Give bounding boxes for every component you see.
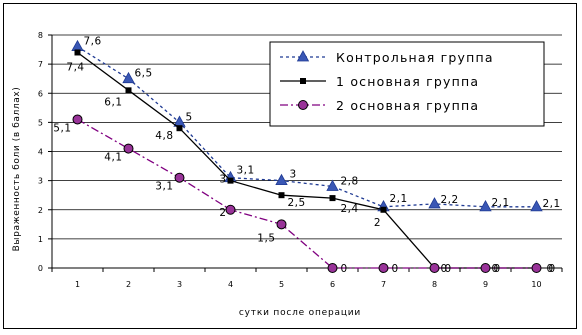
y-tick-label: 8 [38,31,43,40]
y-axis-label: Выраженность боли (в баллах) [12,87,22,252]
x-tick-label: 6 [330,280,335,289]
data-label: 1,5 [257,232,275,244]
point-marker [74,49,81,56]
y-tick-label: 4 [38,148,43,157]
point-marker [480,263,491,273]
x-tick-label: 5 [279,280,284,289]
point-marker [429,263,440,273]
legend-box [269,41,545,127]
x-tick-label: 8 [432,280,437,289]
point-marker [329,195,336,202]
x-tick-label: 10 [531,280,541,289]
data-label: 3,1 [237,165,255,177]
series-line [77,118,537,269]
point-marker [276,219,287,230]
data-label: 0 [441,263,448,275]
point-marker [71,39,84,52]
x-axis-label: сутки после операции [239,308,361,318]
data-label: 0 [492,263,499,275]
point-marker [125,87,132,94]
x-tick-label: 7 [381,280,386,289]
point-marker [378,263,389,273]
data-label: 6,5 [135,68,153,80]
point-marker [227,177,234,184]
y-tick-label: 7 [38,60,43,69]
x-tick-label: 1 [75,280,80,289]
data-label: 5,1 [53,122,71,134]
y-tick-label: 6 [38,89,43,98]
point-marker [278,192,285,199]
data-label: 0 [549,263,556,275]
data-label: 3 [219,174,226,186]
data-label: 2,2 [441,194,459,206]
x-tick-label: 9 [483,280,488,289]
data-label: 2,5 [288,197,306,209]
series-group [71,39,543,273]
point-marker [326,179,339,191]
point-marker [300,78,306,84]
data-label: 7,6 [84,36,102,48]
point-marker [174,172,185,183]
y-tick-label: 1 [38,235,43,244]
legend-label: 2 основная группа [336,98,479,113]
data-label: 2,1 [492,197,510,209]
data-label: 2 [374,217,381,229]
data-label: 4,8 [155,130,173,142]
point-marker [479,200,492,212]
y-tick-label: 0 [38,264,43,273]
data-label: 6,1 [104,96,122,108]
point-marker [176,125,183,132]
x-tick-label: 4 [228,280,233,289]
legend-label: Контрольная группа [336,50,494,65]
data-label: 4,1 [104,152,122,164]
data-label: 0 [494,263,501,275]
data-label: 2,1 [543,198,561,210]
data-label: 2,8 [341,175,359,187]
point-marker [530,200,543,212]
x-tick-label: 2 [126,280,131,289]
point-marker [225,204,236,215]
data-label: 3,1 [155,181,173,193]
y-tick-label: 5 [38,118,43,127]
point-marker [327,263,338,273]
x-tick-label: 3 [177,280,182,289]
y-tick-label: 3 [38,177,43,186]
data-label: 3 [290,169,297,181]
point-marker [122,71,135,84]
line-chart: 0 1 2 3 4 5 6 7 8 1 2 3 4 5 6 7 8 9 10 7,6 6,5 5 3,1 3 2,8 2,1 2… [12,31,563,318]
x-tick-labels: 1 2 3 4 5 6 7 8 9 10 [75,280,542,289]
data-label: 2 [219,207,226,219]
point-marker [123,143,134,154]
data-label: 0 [445,263,452,275]
data-label: 0 [547,263,554,275]
point-marker [275,173,288,186]
data-label: 5 [186,111,193,123]
point-marker [72,114,83,125]
data-label: 0 [392,263,399,275]
point-marker [428,197,441,209]
point-marker [531,263,542,273]
y-tick-label: 2 [38,206,43,215]
data-label: 0 [341,263,348,275]
y-tick-labels: 0 1 2 3 4 5 6 7 8 [38,31,43,273]
point-marker [298,100,308,110]
legend: Контрольная группа 1 основная группа 2 осн… [269,41,545,127]
data-label: 2,1 [390,193,408,205]
data-label: 2,4 [341,203,359,215]
point-marker [296,50,310,62]
chart-frame: 0 1 2 3 4 5 6 7 8 1 2 3 4 5 6 7 8 9 10 7,6 6,5 5 3,1 3 2,8 2,1 2… [3,3,577,329]
data-label: 7,4 [66,61,84,73]
series-line [77,51,537,269]
legend-label: 1 основная группа [336,74,479,89]
data-labels: 7,6 6,5 5 3,1 3 2,8 2,1 2,2 2,1 2,1 7,4 6,1 4,8 3 2,5 2… [53,36,560,275]
point-marker [380,206,387,213]
